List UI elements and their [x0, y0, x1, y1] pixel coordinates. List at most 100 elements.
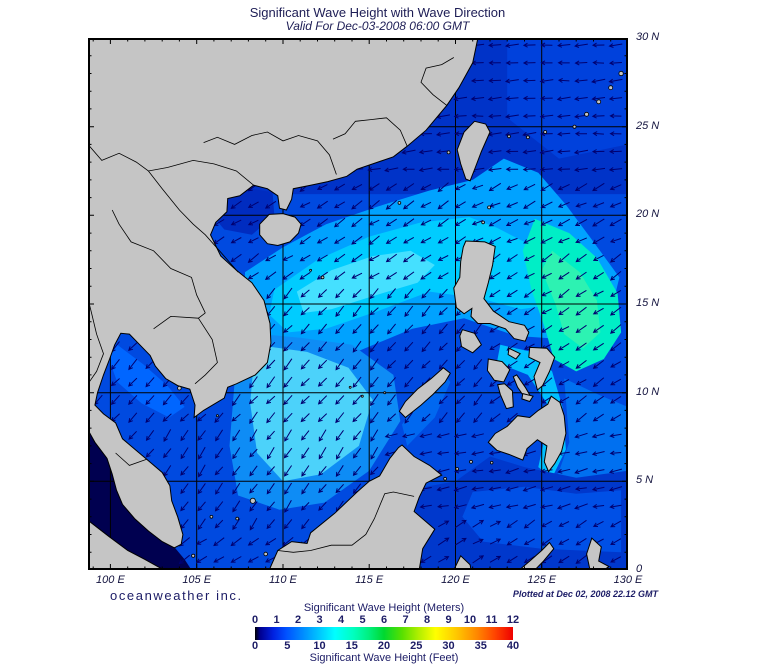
- ocean-patch-pale-core: [296, 250, 435, 313]
- small-island: [481, 220, 485, 225]
- land-halmahera: [586, 537, 610, 568]
- land-samar-leyte: [528, 346, 556, 391]
- land-taiwan: [456, 120, 491, 182]
- land-luzon: [453, 240, 530, 342]
- small-island: [584, 111, 590, 117]
- map-area: [88, 38, 628, 570]
- legend-color-bar: [255, 627, 513, 640]
- valid-time-subtitle: Valid For Dec-03-2008 06:00 GMT: [285, 19, 470, 33]
- small-island: [572, 124, 577, 129]
- wave-direction-arrows: [93, 42, 623, 565]
- legend-meters-tick: 9: [445, 614, 452, 626]
- legend-feet-tick: 20: [377, 640, 391, 652]
- legend-feet-tick: 25: [410, 640, 423, 652]
- land-mainland-asia: [90, 40, 478, 549]
- land-hainan: [259, 213, 302, 247]
- legend-meters-tick: 6: [380, 614, 388, 626]
- small-island: [608, 85, 614, 91]
- lon-tick-label: 125 E: [527, 574, 557, 586]
- lat-tick-label: 15 N: [636, 297, 660, 309]
- legend-meters-label: Significant Wave Height (Meters): [303, 602, 465, 614]
- land-panay: [486, 358, 511, 383]
- small-island: [455, 467, 460, 471]
- land-sulawesi-ne: [520, 541, 555, 568]
- country-border: [277, 491, 415, 553]
- small-island: [235, 516, 240, 521]
- country-border: [153, 312, 206, 330]
- country-border: [111, 209, 206, 314]
- legend-feet-tick: 5: [284, 640, 291, 652]
- map-frame: [88, 38, 628, 570]
- legend-feet-tick: 30: [442, 640, 455, 652]
- small-island: [543, 130, 548, 134]
- lon-tick-label: 115 E: [355, 574, 384, 586]
- small-island: [507, 134, 511, 139]
- legend-feet-label: Significant Wave Height (Feet): [309, 652, 459, 664]
- ocean-patch-gulf-thailand-bright: [108, 344, 185, 418]
- country-border: [90, 146, 254, 186]
- axis-ticks: [90, 40, 626, 568]
- small-island: [263, 551, 268, 557]
- small-island: [215, 414, 219, 418]
- country-border: [194, 317, 218, 385]
- country-border: [203, 131, 337, 175]
- small-island: [348, 385, 352, 389]
- ocean-patch-northeast-band: [507, 40, 626, 159]
- small-island: [490, 461, 494, 465]
- lon-tick-label: 110 E: [268, 574, 297, 586]
- small-island: [525, 135, 530, 140]
- legend-meters-tick: 10: [463, 614, 477, 626]
- lat-tick-label: 20 N: [636, 208, 660, 221]
- legend-feet-tick: 10: [313, 640, 326, 652]
- country-border: [332, 117, 408, 147]
- small-island: [209, 514, 214, 519]
- legend-feet-tick: 15: [345, 640, 358, 652]
- small-island: [446, 150, 451, 155]
- lon-tick-label: 105 E: [182, 574, 212, 586]
- small-island: [309, 268, 313, 272]
- page-title: Significant Wave Height with Wave Direct…: [249, 5, 506, 20]
- legend-meters-tick: 3: [316, 614, 323, 626]
- small-island: [177, 386, 182, 391]
- land-sumatra: [90, 521, 162, 568]
- lat-tick-label: 0: [636, 563, 643, 575]
- land-bohol: [521, 392, 534, 403]
- land-borneo: [269, 444, 443, 568]
- legend-feet-tick: 40: [506, 640, 520, 652]
- legend-meters-tick: 1: [273, 614, 280, 626]
- small-island: [469, 459, 473, 464]
- legend-meters-tick: 5: [359, 614, 366, 626]
- plotted-timestamp: Plotted at Dec 02, 2008 22.12 GMT: [512, 589, 658, 599]
- lon-tick-label: 100 E: [96, 574, 125, 586]
- country-border: [90, 305, 104, 382]
- lon-tick-label: 130 E: [613, 574, 643, 586]
- land-sulawesi-w: [454, 554, 472, 568]
- legend-meters-tick: 4: [337, 614, 345, 626]
- land-palawan: [398, 367, 451, 419]
- country-border: [420, 57, 455, 106]
- ocean-patch-green-inner: [541, 250, 601, 349]
- lat-tick-label: 10 N: [636, 385, 660, 398]
- country-border: [115, 452, 147, 466]
- legend-meters-tick: 7: [402, 614, 409, 626]
- small-island: [596, 99, 602, 105]
- ocean-patch-sulu-light: [402, 371, 451, 446]
- small-island: [397, 201, 402, 205]
- legend-feet-tick: 0: [251, 640, 259, 652]
- small-island: [320, 275, 325, 280]
- small-island: [487, 205, 492, 210]
- legend-meters-tick: 12: [506, 614, 520, 626]
- small-island: [360, 394, 364, 398]
- lat-tick-label: 25 N: [636, 119, 660, 132]
- legend-meters-tick: 2: [294, 614, 302, 626]
- small-island: [383, 391, 387, 395]
- small-island: [191, 553, 196, 558]
- small-island: [443, 476, 447, 481]
- lat-tick-label: 5 N: [636, 474, 654, 487]
- legend-feet-tick: 35: [474, 640, 487, 652]
- oceanweather-logo: oceanweather inc.: [110, 588, 243, 603]
- country-border: [148, 170, 239, 273]
- small-island: [618, 70, 624, 77]
- land-negros: [497, 383, 514, 410]
- legend-meters-tick: 11: [485, 614, 498, 626]
